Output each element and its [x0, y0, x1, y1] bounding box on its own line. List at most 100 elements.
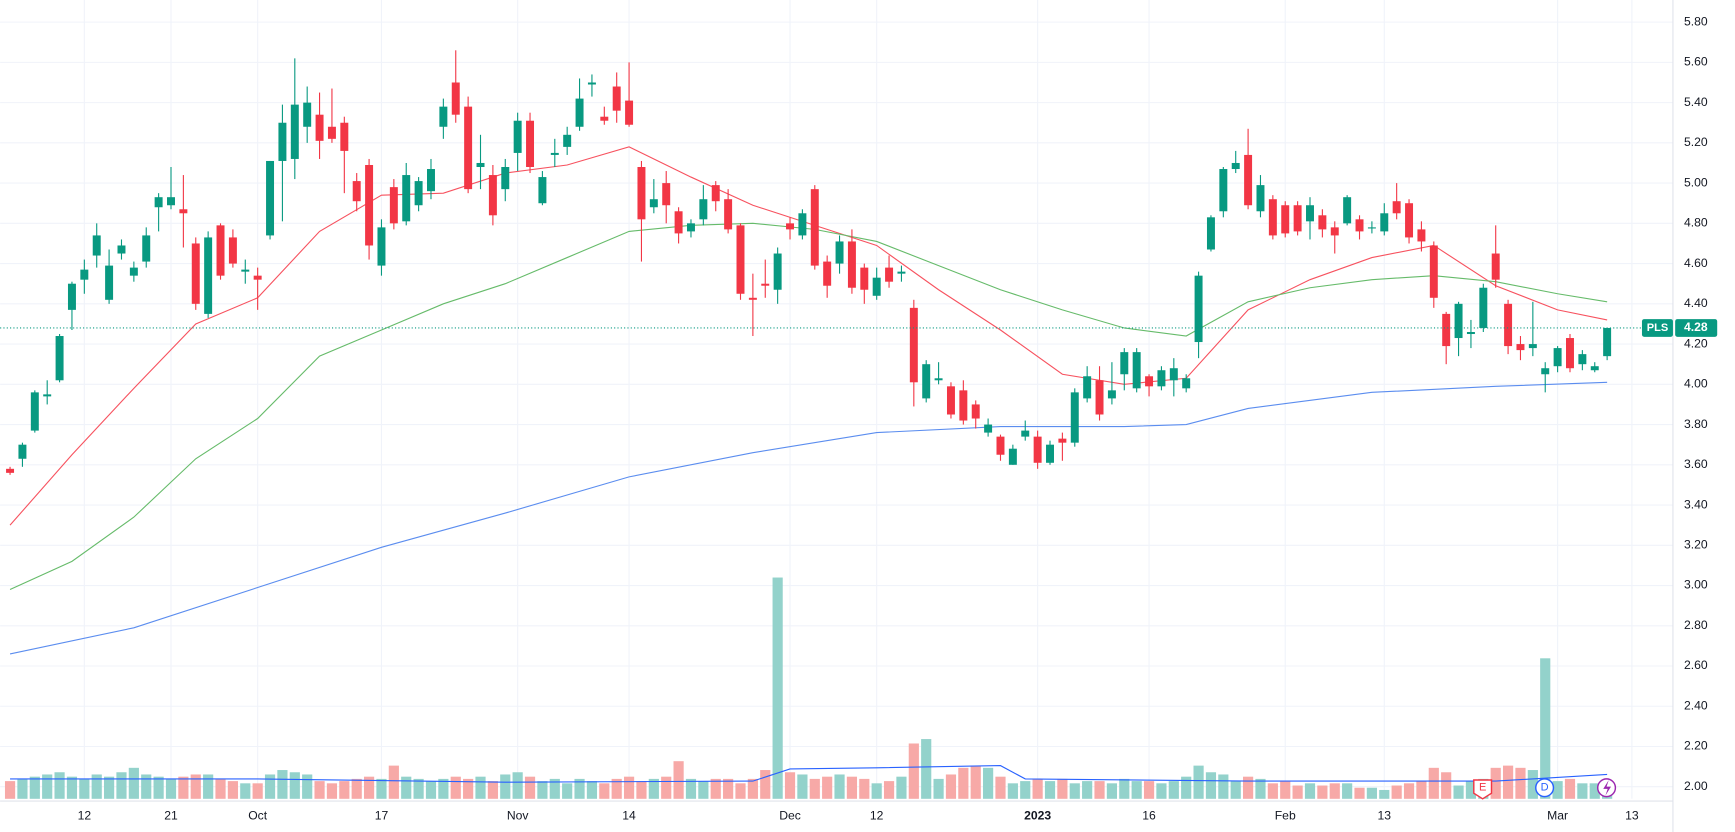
- volume-bar: [54, 772, 65, 799]
- candle-body: [191, 243, 200, 304]
- volume-bar: [425, 781, 437, 799]
- volume-bar: [1366, 787, 1377, 799]
- volume-bar: [1589, 783, 1600, 799]
- candle-body: [860, 267, 869, 290]
- volume-bar: [1230, 781, 1241, 799]
- candle-body: [711, 185, 720, 202]
- volume-bar: [91, 774, 102, 799]
- volume-bar: [227, 781, 238, 799]
- volume-bar: [1342, 783, 1353, 799]
- candle-body: [897, 271, 906, 274]
- y-tick-label: 5.00: [1684, 175, 1708, 189]
- candle-body: [835, 241, 844, 264]
- volume-bar: [883, 781, 895, 799]
- candle-body: [1367, 227, 1376, 229]
- volume-bar: [1441, 772, 1452, 799]
- volume-bar: [784, 772, 796, 799]
- volume-bar: [1379, 789, 1390, 799]
- candle-body: [1318, 215, 1327, 230]
- candle-body: [439, 106, 448, 127]
- volume-bar: [1181, 776, 1192, 799]
- earnings-label: E: [1479, 782, 1486, 794]
- volume-bar: [636, 781, 647, 799]
- candle-body: [501, 167, 510, 190]
- y-tick-label: 3.20: [1684, 538, 1708, 552]
- volume-bar: [648, 778, 659, 799]
- candle-body: [909, 307, 918, 383]
- candle-body: [1330, 227, 1339, 236]
- volume-bar: [1292, 785, 1303, 799]
- candle-body: [18, 444, 27, 459]
- volume-bar: [945, 774, 957, 799]
- candle-body: [1541, 368, 1550, 375]
- candle-body: [1454, 303, 1463, 339]
- volume-bar: [1280, 781, 1291, 799]
- candle-body: [253, 275, 262, 280]
- volume-bar: [17, 778, 28, 799]
- volume-bar: [1453, 785, 1464, 799]
- last-price-label: 4.28: [1684, 320, 1708, 334]
- y-tick-label: 4.20: [1684, 336, 1708, 350]
- candle-body: [278, 122, 287, 161]
- volume-bar: [42, 774, 53, 799]
- candle-body: [464, 106, 473, 190]
- volume-bar: [1020, 781, 1031, 799]
- x-tick-label: 16: [1142, 809, 1156, 823]
- candle-body: [761, 283, 770, 286]
- candle-body: [1392, 201, 1401, 214]
- candle-body: [1516, 344, 1525, 351]
- candle-body: [1182, 378, 1191, 389]
- candle-body: [971, 404, 980, 419]
- candle-body: [637, 167, 646, 220]
- x-tick-label: 2023: [1024, 809, 1051, 823]
- candle-body: [587, 82, 596, 85]
- candle-body: [1145, 376, 1154, 387]
- x-tick-label: Feb: [1275, 809, 1296, 823]
- volume-bar: [4, 781, 16, 799]
- candle-body: [488, 175, 497, 216]
- x-tick-label: 21: [164, 809, 178, 823]
- candle-body: [526, 120, 535, 168]
- candle-body: [748, 297, 757, 300]
- candle-body: [1206, 217, 1215, 250]
- volume-bar: [611, 778, 622, 799]
- candle-body: [773, 253, 782, 290]
- volume-bar: [1267, 783, 1278, 799]
- dividend-marker[interactable]: [1535, 778, 1555, 798]
- volume-bar: [747, 778, 758, 799]
- x-tick-label: 13: [1378, 809, 1392, 823]
- volume-bar: [1044, 781, 1056, 799]
- candle-body: [290, 104, 299, 159]
- candle-body: [105, 265, 114, 300]
- candle-body: [1528, 344, 1537, 349]
- volume-bar: [586, 781, 598, 799]
- x-tick-label: Nov: [507, 809, 530, 823]
- volume-bar: [921, 739, 932, 799]
- volume-bar: [351, 778, 362, 799]
- volume-bar: [1416, 781, 1427, 799]
- candle-body: [216, 225, 225, 276]
- candle-body: [365, 164, 374, 246]
- candle-body: [451, 82, 460, 115]
- candle-body: [167, 197, 175, 206]
- candle-body: [154, 197, 163, 208]
- candle-body: [1268, 199, 1277, 236]
- candle-body: [1083, 376, 1092, 399]
- candle-body: [513, 120, 522, 153]
- candle-body: [625, 100, 634, 125]
- volume-bar: [1143, 781, 1155, 799]
- y-tick-label: 2.20: [1684, 739, 1708, 753]
- x-tick-label: 14: [622, 809, 636, 823]
- volume-bar: [500, 774, 511, 799]
- volume-bar: [1577, 783, 1588, 799]
- volume-bar: [1007, 783, 1018, 799]
- candle-body: [550, 152, 559, 155]
- candle-body: [1603, 327, 1612, 357]
- volume-bar: [871, 783, 882, 799]
- volume-bar: [29, 776, 40, 799]
- earnings-marker[interactable]: [1473, 779, 1493, 800]
- volume-bar: [1069, 783, 1080, 799]
- y-tick-label: 3.40: [1684, 497, 1708, 511]
- y-tick-label: 4.00: [1684, 377, 1708, 391]
